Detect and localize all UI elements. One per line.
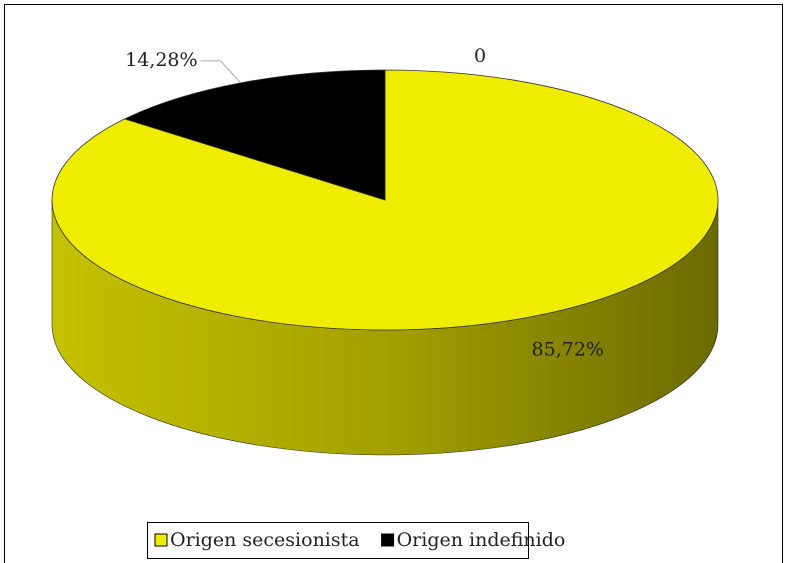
legend-label: Origen secesionista [170, 529, 360, 551]
chart-frame [4, 4, 783, 563]
data-label: 85,72% [532, 338, 604, 360]
data-label: 14,28% [125, 49, 197, 71]
legend-swatch [154, 533, 168, 547]
data-label: 0 [474, 45, 486, 67]
legend-label: Origen indefinido [397, 529, 566, 551]
leader-line [200, 60, 241, 84]
pie-side-shade [52, 200, 718, 455]
pie-slice [123, 69, 386, 201]
legend-box [147, 522, 529, 559]
legend-swatch [381, 533, 395, 547]
